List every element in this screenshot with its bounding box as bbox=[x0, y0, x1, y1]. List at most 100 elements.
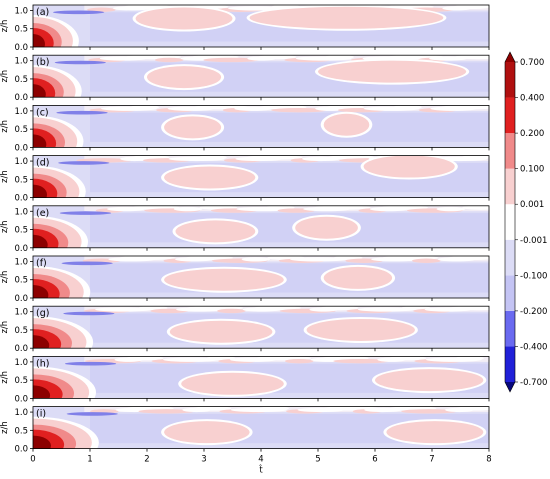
upper-streak bbox=[284, 358, 314, 364]
upper-streak bbox=[325, 55, 354, 60]
upper-streak bbox=[412, 258, 441, 263]
y-tick-label: 1.0 bbox=[14, 157, 28, 167]
negative-streak bbox=[64, 361, 117, 366]
panel-6: 0.0 0.5 1.0 z/h (f) bbox=[0, 255, 490, 304]
colorbar-segment bbox=[505, 62, 515, 98]
colorbar-label: -0.400 bbox=[520, 342, 547, 352]
contour-field bbox=[33, 306, 489, 349]
y-tick-label: 0.0 bbox=[14, 43, 28, 53]
positive-lobe bbox=[386, 421, 484, 444]
upper-streak bbox=[254, 306, 301, 311]
upper-streak bbox=[162, 357, 219, 362]
positive-lobe bbox=[169, 320, 273, 343]
upper-streak bbox=[450, 306, 489, 311]
core-level-4 bbox=[33, 335, 50, 349]
upper-streak bbox=[138, 409, 195, 414]
colorbar-segment bbox=[505, 168, 515, 205]
positive-lobe bbox=[375, 369, 484, 392]
colorbar-segment bbox=[505, 310, 515, 347]
y-axis-label: z/h bbox=[0, 220, 10, 233]
upper-streak bbox=[95, 307, 151, 312]
upper-streak bbox=[453, 5, 489, 10]
upper-streak bbox=[198, 155, 227, 160]
negative-band bbox=[90, 263, 489, 293]
y-tick-label: 0.5 bbox=[14, 75, 28, 85]
y-tick-label: 0.5 bbox=[14, 426, 28, 436]
x-tick-label: 6 bbox=[372, 455, 377, 465]
upper-streak bbox=[290, 257, 346, 262]
panel-frame bbox=[32, 54, 490, 98]
contour-field bbox=[33, 105, 489, 148]
negative-streak bbox=[63, 311, 115, 316]
panels-layer: 0.0 0.5 1.0 z/h (a) 0.0 0.5 1.0 z/h (b) 0.0 0.5 1.0 z… bbox=[0, 4, 490, 455]
positive-lobe bbox=[164, 166, 256, 189]
upper-streak bbox=[119, 256, 176, 261]
y-axis-label: z/h bbox=[0, 421, 10, 434]
positive-lobe bbox=[175, 220, 256, 243]
contour-field bbox=[33, 205, 489, 248]
y-tick-label: 0.0 bbox=[14, 394, 28, 404]
upper-streak bbox=[125, 356, 164, 361]
upper-streak bbox=[388, 356, 427, 361]
upper-streak bbox=[227, 6, 284, 11]
contour-field bbox=[33, 55, 489, 98]
panel-frame bbox=[32, 105, 490, 148]
y-tick-label: 1.0 bbox=[14, 308, 28, 318]
y-tick-label: 0.0 bbox=[14, 194, 28, 204]
contour-field bbox=[33, 406, 489, 449]
colorbar-label: -0.001 bbox=[520, 236, 547, 246]
negative-streak bbox=[52, 10, 105, 15]
positive-lobe bbox=[164, 116, 222, 139]
colorbar-segment bbox=[505, 204, 515, 240]
negative-band bbox=[90, 213, 489, 243]
core-level-4 bbox=[33, 84, 46, 98]
upper-streak bbox=[173, 206, 203, 212]
colorbar-label: 0.700 bbox=[520, 58, 544, 68]
y-tick-label: 1.0 bbox=[14, 257, 28, 267]
y-axis-label: z/h bbox=[0, 20, 10, 33]
x-axis: 0 1 2 3 4 5 6 7 8 t̂ bbox=[30, 455, 491, 476]
core-level-4 bbox=[33, 184, 48, 198]
contour-field bbox=[33, 356, 489, 399]
upper-streak bbox=[454, 55, 489, 60]
panel-label: (c) bbox=[36, 107, 49, 118]
colorbar-segment bbox=[505, 346, 515, 382]
y-tick-label: 0.0 bbox=[14, 93, 28, 103]
upper-streak bbox=[357, 307, 414, 312]
y-tick-label: 1.0 bbox=[14, 107, 28, 117]
positive-lobe bbox=[323, 113, 370, 136]
colorbar-label: 0.200 bbox=[520, 129, 544, 139]
upper-streak bbox=[241, 257, 271, 262]
positive-lobe bbox=[135, 7, 233, 30]
upper-streak bbox=[87, 7, 116, 12]
panel-label: (d) bbox=[36, 158, 49, 169]
panel-label: (a) bbox=[36, 7, 49, 18]
x-tick-label: 0 bbox=[30, 455, 35, 465]
y-tick-label: 0.5 bbox=[14, 125, 28, 135]
y-tick-label: 1.0 bbox=[14, 57, 28, 67]
x-tick-label: 5 bbox=[315, 455, 320, 465]
positive-lobe bbox=[295, 216, 358, 239]
negative-streak bbox=[56, 110, 108, 115]
contour-field bbox=[33, 256, 489, 298]
upper-streak bbox=[320, 306, 359, 311]
upper-streak bbox=[333, 358, 390, 364]
negative-streak bbox=[59, 211, 112, 215]
upper-streak bbox=[258, 55, 297, 60]
x-tick-label: 1 bbox=[87, 455, 92, 465]
upper-streak bbox=[246, 155, 303, 160]
core-level-4 bbox=[33, 134, 47, 148]
contour-field bbox=[33, 5, 489, 47]
x-tick-label: 2 bbox=[144, 455, 149, 465]
x-tick-label: 8 bbox=[486, 455, 491, 465]
positive-lobe bbox=[306, 318, 415, 341]
panel-3: 0.0 0.5 1.0 z/h (c) bbox=[0, 105, 490, 153]
upper-streak bbox=[130, 105, 159, 110]
upper-streak bbox=[461, 155, 489, 160]
positive-lobe bbox=[323, 266, 393, 289]
background-region bbox=[33, 105, 489, 148]
colorbar: -0.700 -0.400 -0.200 -0.100 -0.001 0.001 0.100… bbox=[504, 51, 547, 393]
colorbar-segment bbox=[505, 133, 515, 169]
positive-lobe bbox=[164, 421, 250, 444]
upper-streak bbox=[217, 308, 246, 314]
